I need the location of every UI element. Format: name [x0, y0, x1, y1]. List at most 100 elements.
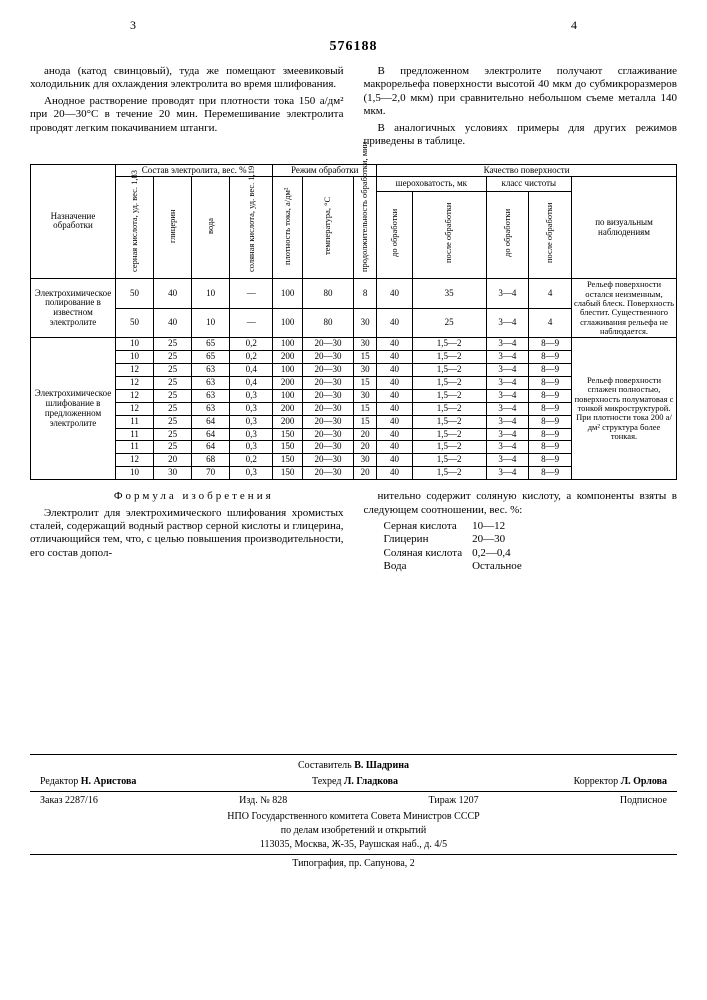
table-cell: 30: [354, 364, 377, 377]
table-cell: 0,3: [230, 441, 273, 454]
table-cell: 25: [154, 402, 192, 415]
table-cell: 3—4: [486, 467, 529, 480]
table-cell: 11: [116, 441, 154, 454]
table-cell: 35: [412, 279, 486, 309]
table-cell: 0,3: [230, 467, 273, 480]
formula-text-left: Электролит для электрохимического шлифов…: [30, 507, 344, 561]
table-cell: 0,3: [230, 389, 273, 402]
table-cell: 1,5—2: [412, 351, 486, 364]
table-cell: 68: [192, 454, 230, 467]
table-cell: 8—9: [529, 389, 572, 402]
table-cell: 50: [116, 308, 154, 338]
table-cell: 0,3: [230, 428, 273, 441]
table-cell: 1,5—2: [412, 364, 486, 377]
table-cell: 1,5—2: [412, 415, 486, 428]
table-cell: 3—4: [486, 441, 529, 454]
footer-block: Составитель В. Шадрина Редактор Н. Арист…: [30, 759, 677, 871]
comp-name-3: Вода: [384, 560, 473, 573]
table-cell: 20—30: [302, 402, 353, 415]
footer-rule-1: [30, 754, 677, 755]
th-quality: Качество поверхности: [377, 164, 677, 177]
comp-val-2: 0,2—0,4: [472, 547, 532, 560]
para-right-2: В аналогичных условиях примеры для други…: [364, 122, 678, 149]
table-cell: 8—9: [529, 402, 572, 415]
comp-name-1: Глицерин: [384, 533, 473, 546]
table-cell: 20—30: [302, 377, 353, 390]
table-cell: 15: [354, 377, 377, 390]
table-cell: 40: [377, 351, 413, 364]
table-cell: 8—9: [529, 377, 572, 390]
document-number: 576188: [30, 38, 677, 55]
table-cell: 63: [192, 377, 230, 390]
table-cell: 25: [154, 338, 192, 351]
table-cell: 0,4: [230, 377, 273, 390]
table-cell: 200: [273, 402, 303, 415]
table-cell: 25: [154, 364, 192, 377]
table-cell: 10: [116, 467, 154, 480]
table-cell: 10: [116, 338, 154, 351]
comp-val-3: Остальное: [472, 560, 532, 573]
formula-title: Формула изобретения: [30, 490, 344, 503]
table-cell: 40: [377, 467, 413, 480]
table-cell: 3—4: [486, 415, 529, 428]
th-rough: шероховатость, мк: [377, 177, 486, 191]
table-cell: 8—9: [529, 364, 572, 377]
formula-columns: Формула изобретения Электролит для элект…: [30, 490, 677, 573]
table-cell: 0,4: [230, 364, 273, 377]
table-cell: 0,2: [230, 338, 273, 351]
table-cell: 1,5—2: [412, 338, 486, 351]
table-cell: 8—9: [529, 415, 572, 428]
table-cell: 63: [192, 389, 230, 402]
table-cell: 25: [412, 308, 486, 338]
para-right-1: В предложенном электролите получают сгла…: [364, 65, 678, 119]
table-cell: 65: [192, 338, 230, 351]
table-cell: 30: [354, 454, 377, 467]
table-cell: 40: [154, 308, 192, 338]
table-cell: 64: [192, 428, 230, 441]
components-table: Серная кислота10—12 Глицерин20—30 Соляна…: [384, 520, 532, 574]
data-table: Назначение обработки Состав электролита,…: [30, 164, 677, 481]
page-num-left: 3: [130, 18, 136, 33]
table-cell: 8—9: [529, 428, 572, 441]
table-cell: 8—9: [529, 454, 572, 467]
table-cell: 30: [354, 389, 377, 402]
th-c7: продолжительность обработки, мин: [354, 177, 377, 279]
th-c6: температура, °С: [302, 177, 353, 279]
formula-left: Формула изобретения Электролит для элект…: [30, 490, 344, 573]
table-cell: 63: [192, 364, 230, 377]
table-cell: 100: [273, 364, 303, 377]
table-cell: 40: [377, 377, 413, 390]
table-cell: 20—30: [302, 441, 353, 454]
table-cell: 8—9: [529, 351, 572, 364]
th-c11: после обработки: [529, 191, 572, 279]
table-cell: 100: [273, 279, 303, 309]
table-cell: —: [230, 308, 273, 338]
th-visual: по визуальным наблюдениям: [572, 177, 677, 279]
left-column: анода (катод свинцовый), туда же помещаю…: [30, 65, 344, 151]
right-column: В предложенном электролите получают сгла…: [364, 65, 678, 151]
table-cell: 80: [302, 279, 353, 309]
table-cell: 12: [116, 402, 154, 415]
table-cell: 20—30: [302, 428, 353, 441]
table-cell: 20: [354, 428, 377, 441]
table-cell: 12: [116, 364, 154, 377]
table-cell: 12: [116, 454, 154, 467]
th-c3: вода: [192, 177, 230, 279]
table-cell: 40: [377, 279, 413, 309]
table-cell: 20: [354, 467, 377, 480]
th-c5: плотность тока, а/дм²: [273, 177, 303, 279]
footer-org1: НПО Государственного комитета Совета Мин…: [30, 810, 677, 824]
table-cell: 15: [354, 402, 377, 415]
table-cell: 200: [273, 415, 303, 428]
table-cell: 3—4: [486, 454, 529, 467]
table-cell: 150: [273, 428, 303, 441]
table-cell: 20—30: [302, 454, 353, 467]
table-cell: 70: [192, 467, 230, 480]
table-cell: 30: [354, 308, 377, 338]
table-cell: 40: [377, 441, 413, 454]
table-cell: 20—30: [302, 338, 353, 351]
table-cell: 11: [116, 415, 154, 428]
table-cell: 20: [154, 454, 192, 467]
th-c10: до обработки: [486, 191, 529, 279]
footer-row-2: Заказ 2287/16 Изд. № 828 Тираж 1207 Подп…: [30, 794, 677, 808]
